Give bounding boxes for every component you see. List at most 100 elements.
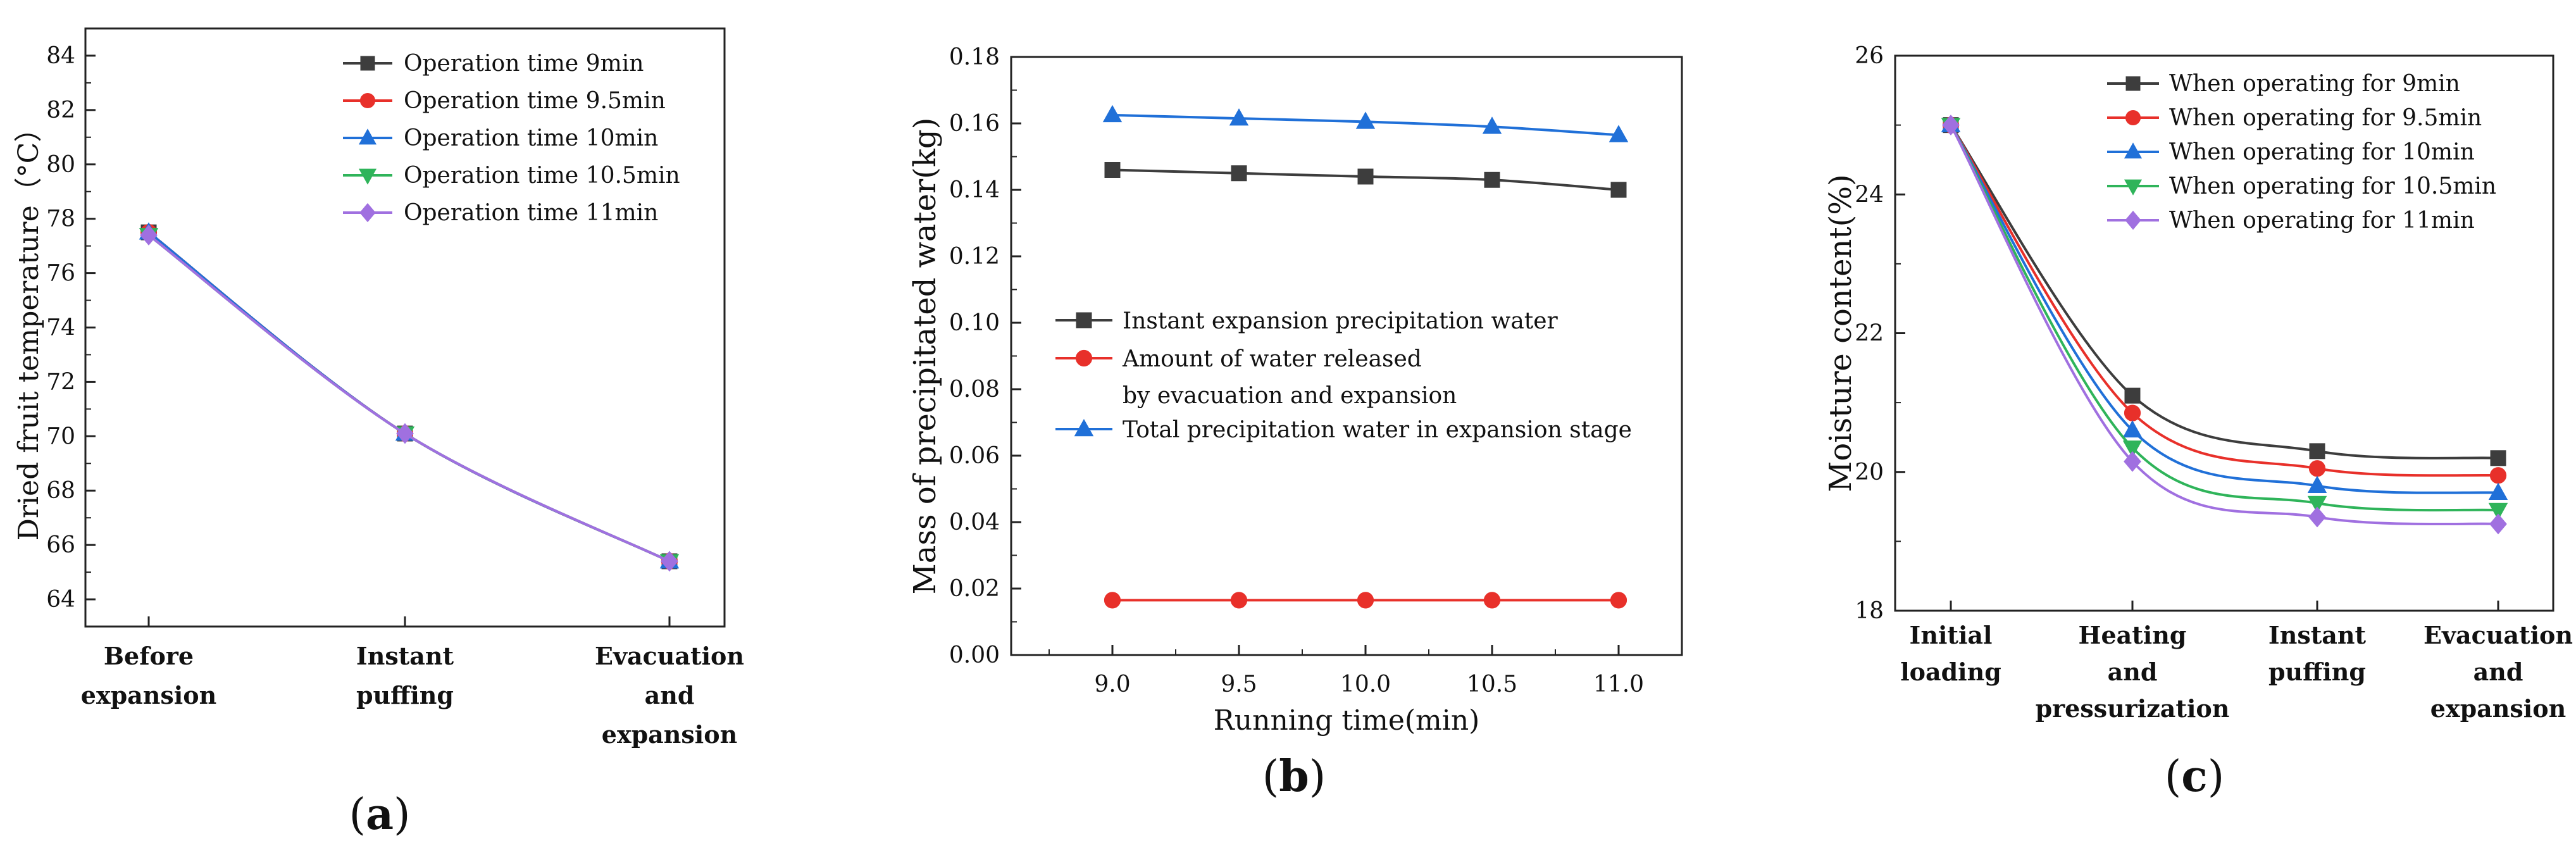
x-tick-label: Before — [104, 642, 194, 670]
panel-paren: ( — [1262, 752, 1279, 802]
legend-label: When operating for 10min — [2169, 139, 2475, 165]
series-line — [1950, 124, 2499, 512]
y-tick-label: 78 — [46, 206, 75, 232]
series-line — [147, 231, 670, 563]
y-tick-label: 76 — [46, 261, 75, 287]
y-tick-label: 0.12 — [949, 244, 1000, 270]
panel-label: (b) — [1262, 751, 1326, 802]
data-point — [1357, 592, 1374, 609]
y-tick-label: 84 — [46, 43, 75, 69]
chart-b: 0.00 0.02 0.04 0.06 0.08 0.10 0.12 0.14 0.16 0.18… — [907, 44, 1683, 802]
data-point — [2488, 502, 2508, 521]
y-axis-label: Dried fruit temperature（°C） — [13, 115, 45, 541]
data-point — [1231, 165, 1247, 182]
y-tick-label: 0.10 — [949, 310, 1000, 336]
panel-label: (a) — [349, 789, 410, 840]
series-line — [1950, 124, 2499, 477]
data-point — [1229, 108, 1249, 126]
legend-marker — [2125, 109, 2141, 126]
y-tick-label: 0.06 — [949, 443, 1000, 469]
series-line — [1950, 124, 2499, 494]
y-tick-label: 0.00 — [949, 642, 1000, 668]
legend-label: When operating for 9min — [2169, 71, 2460, 97]
legend-label: Operation time 10.5min — [404, 163, 680, 189]
data-point — [661, 551, 678, 572]
y-tick-label: 0.14 — [949, 177, 1000, 203]
data-point — [1230, 592, 1248, 609]
data-point — [1357, 168, 1374, 185]
legend-label: Operation time 11min — [404, 200, 658, 226]
x-tick-label: loading — [1900, 658, 2001, 686]
data-point — [2308, 506, 2326, 528]
panel-paren: ) — [1309, 752, 1326, 802]
y-tick-label: 0.02 — [949, 576, 1000, 602]
x-tick-label: expansion — [602, 720, 737, 749]
x-tick-label: and — [2108, 658, 2158, 686]
data-point — [1104, 592, 1121, 609]
x-tick-label: expansion — [81, 681, 216, 709]
x-tick-label: 10.0 — [1340, 671, 1391, 697]
data-point — [2489, 513, 2507, 535]
series-line — [147, 231, 670, 563]
data-point — [2309, 443, 2325, 459]
x-tick-label: 11.0 — [1593, 671, 1644, 697]
series-line — [147, 234, 670, 563]
legend-label: Operation time 9min — [404, 51, 644, 77]
legend-marker — [1075, 349, 1093, 367]
y-tick-label: 0.18 — [949, 44, 1000, 70]
legend-marker — [359, 203, 376, 223]
legend-label: Instant expansion precipitation water — [1123, 308, 1559, 334]
x-tick-label: expansion — [2430, 694, 2566, 723]
plot-frame — [84, 27, 726, 628]
data-point — [1483, 592, 1501, 609]
data-point — [1482, 116, 1502, 134]
panel-label: (c) — [2165, 751, 2224, 802]
x-tick-label: puffing — [2268, 658, 2366, 686]
x-axis-label: Running time(min) — [1214, 704, 1480, 737]
y-tick-label: 26 — [1855, 43, 1884, 69]
panel-paren: ) — [394, 790, 411, 840]
data-point — [140, 225, 158, 246]
x-tick-label: Instant — [356, 642, 454, 670]
chart-c: 18 20 22 24 26 Initial loading Heating and pressu… — [1823, 43, 2573, 802]
legend-marker — [358, 168, 377, 185]
legend-label: Operation time 9.5min — [404, 88, 666, 114]
legend-marker — [1076, 312, 1092, 328]
x-tick-label: 9.0 — [1094, 671, 1130, 697]
legend-marker — [2124, 179, 2143, 196]
panel-letter: a — [366, 789, 394, 840]
y-axis-label: Moisture content(%) — [1823, 174, 1858, 492]
data-point — [2307, 496, 2327, 514]
y-tick-label: 70 — [46, 423, 75, 449]
legend-marker — [1074, 418, 1094, 437]
x-tick-label: Instant — [2268, 621, 2367, 649]
y-tick-label: 64 — [46, 587, 75, 613]
y-tick-label: 72 — [46, 369, 75, 395]
data-point — [2490, 450, 2506, 466]
series-line — [1950, 124, 2499, 459]
x-tick-label: Heating — [2079, 621, 2187, 649]
legend-label: Total precipitation water in expansion s… — [1123, 417, 1632, 443]
data-point — [1355, 111, 1376, 129]
legend-label: by evacuation and expansion — [1123, 383, 1457, 409]
data-point — [2122, 420, 2143, 438]
x-tick-label: and — [2473, 658, 2523, 686]
x-tick-label: puffing — [356, 681, 454, 709]
data-point — [2122, 440, 2143, 458]
x-tick-label: 9.5 — [1221, 671, 1257, 697]
y-tick-label: 22 — [1855, 321, 1884, 347]
y-tick-label: 66 — [46, 532, 75, 558]
y-tick-label: 82 — [46, 97, 75, 123]
data-point — [1102, 104, 1123, 123]
legend-label: When operating for 9.5min — [2169, 105, 2482, 131]
panel-paren: ( — [2165, 752, 2182, 802]
y-tick-label: 0.16 — [949, 111, 1000, 137]
panel-paren: ) — [2208, 752, 2225, 802]
data-point — [2124, 404, 2141, 421]
legend-marker — [2125, 76, 2141, 91]
panel-letter: c — [2181, 751, 2207, 802]
series-line — [147, 234, 670, 563]
panel-paren: ( — [349, 790, 366, 840]
legend-marker — [359, 92, 376, 109]
